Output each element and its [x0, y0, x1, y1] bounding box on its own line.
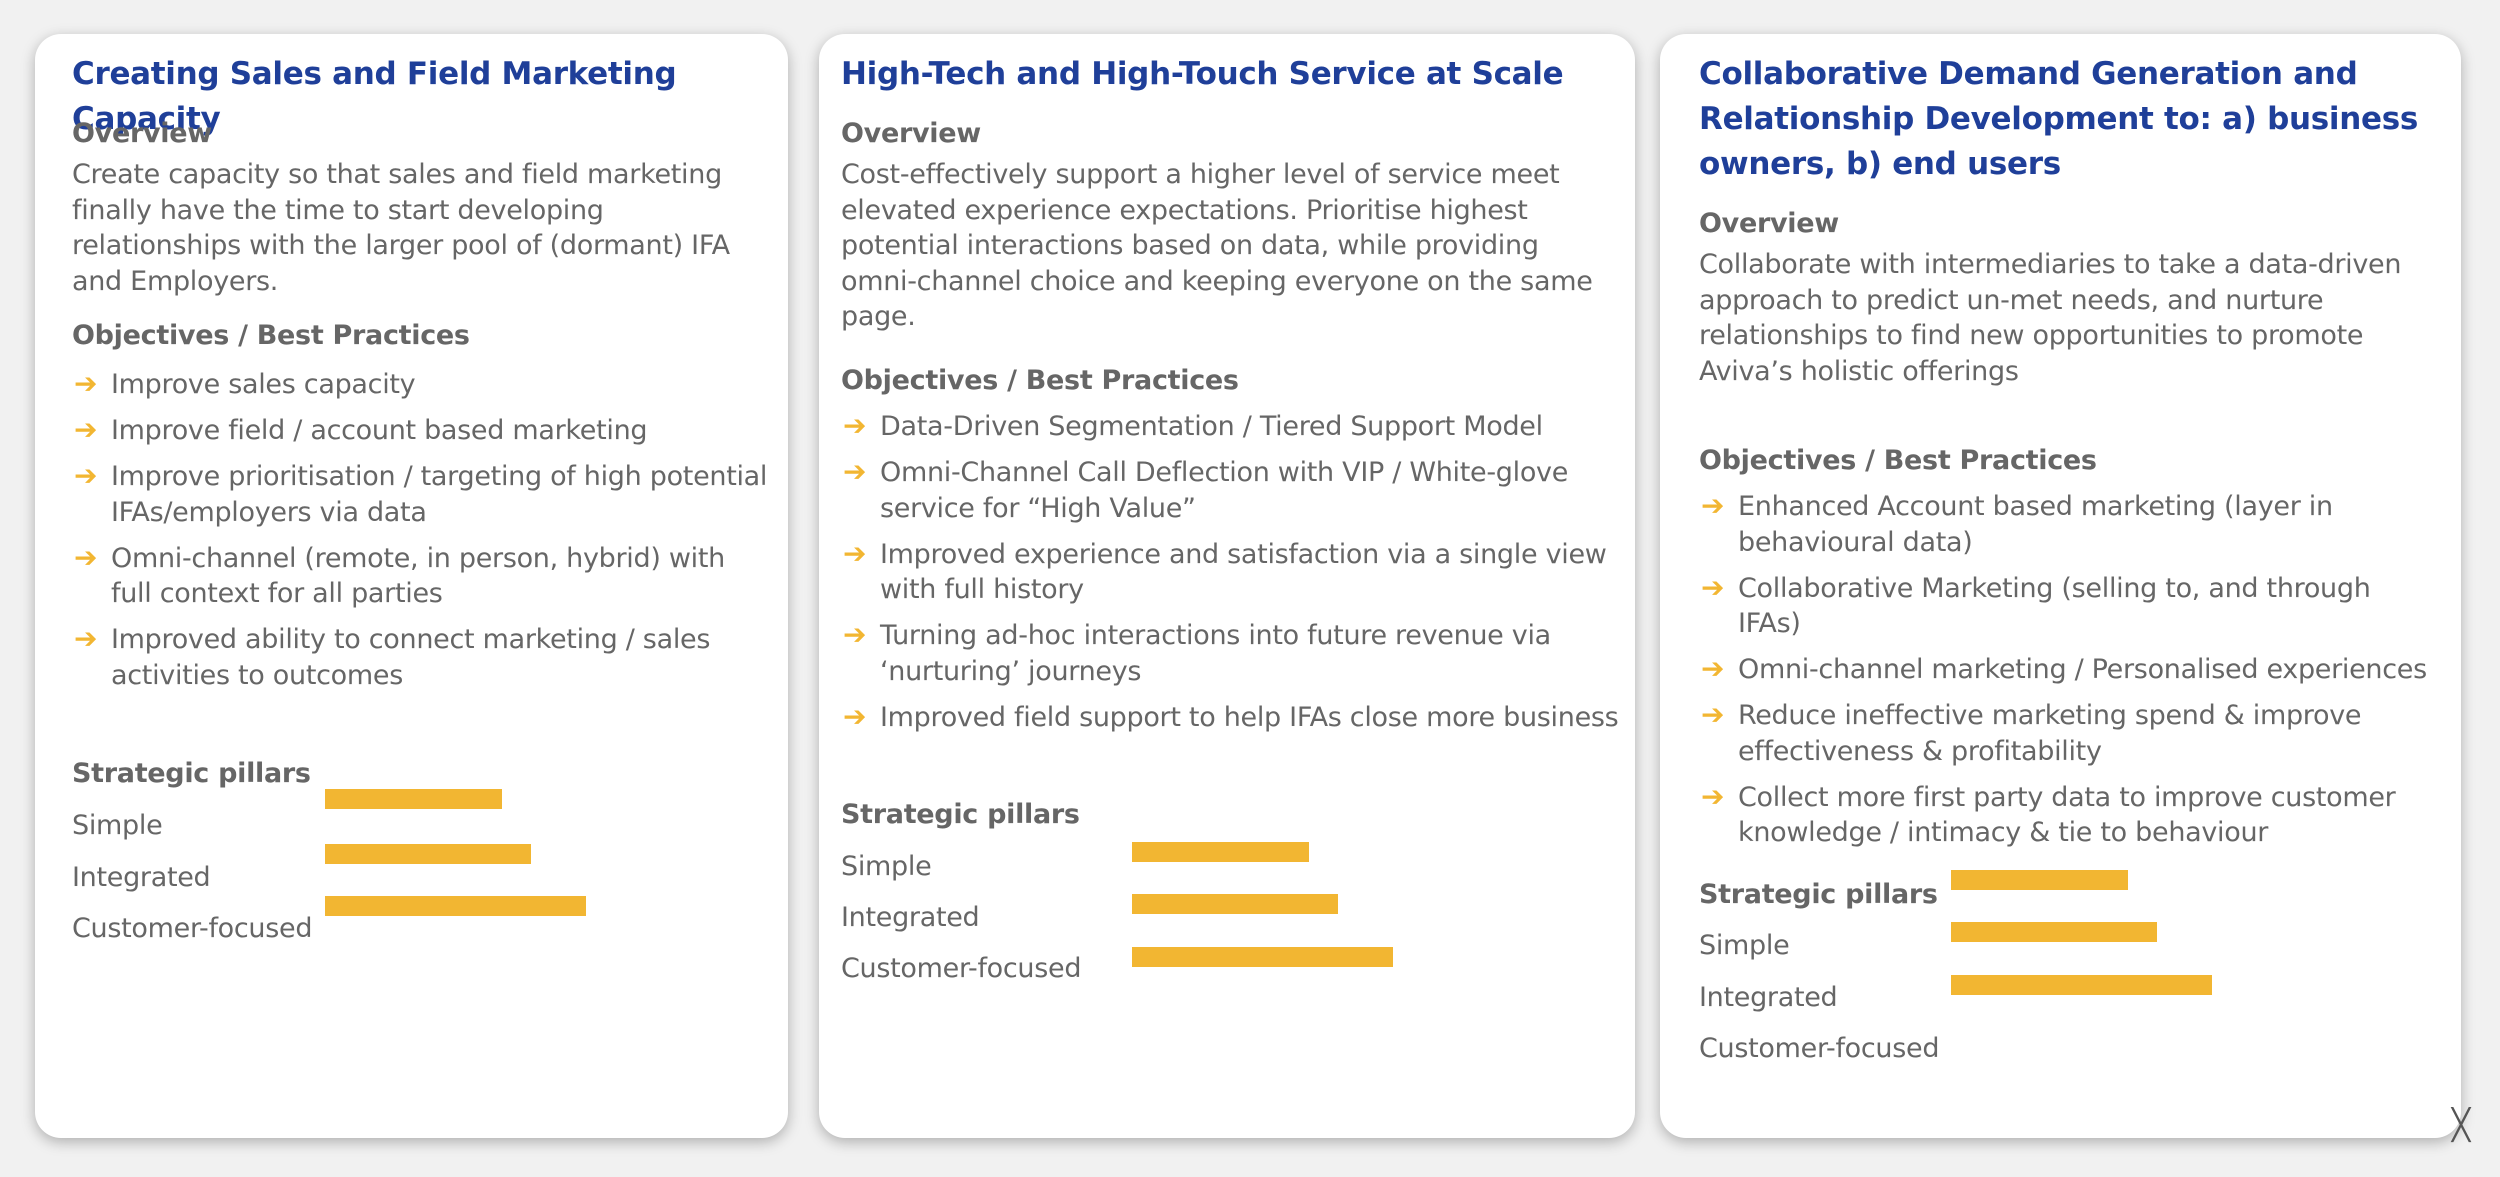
objective-item: ➔ Improved ability to connect marketing /…	[72, 622, 772, 693]
objective-text: Collaborative Marketing (selling to, and…	[1738, 572, 2371, 640]
pillar-bar-integrated	[1951, 922, 2157, 942]
objective-text: Omni-channel marketing / Personalised ex…	[1738, 654, 2427, 685]
overview-heading: Overview	[841, 118, 981, 149]
objectives-list: ➔ Data-Driven Segmentation / Tiered Suppo…	[841, 409, 1621, 746]
objective-item: ➔ Omni-channel marketing / Personalised e…	[1699, 652, 2439, 688]
pillars-heading: Strategic pillars	[841, 799, 1080, 830]
objective-text: Reduce ineffective marketing spend & imp…	[1738, 700, 2362, 767]
arrow-right-icon: ➔	[843, 536, 867, 570]
strategy-card-service-at-scale: High-Tech and High-Touch Service at Scal…	[819, 34, 1635, 1138]
arrow-right-icon: ➔	[1701, 652, 1725, 685]
objective-item: ➔ Improve field / account based marketing	[72, 413, 772, 449]
objectives-heading: Objectives / Best Practices	[841, 365, 1239, 396]
card-title: High-Tech and High-Touch Service at Scal…	[841, 56, 1564, 92]
objective-text: Improved experience and satisfaction via…	[880, 538, 1607, 606]
objectives-heading: Objectives / Best Practices	[72, 320, 470, 351]
arrow-right-icon: ➔	[1701, 570, 1725, 604]
pillar-bar-customer-focused	[1132, 947, 1393, 967]
objective-item: ➔ Omni-channel (remote, in person, hybrid…	[72, 541, 772, 612]
objective-item: ➔ Improve sales capacity	[72, 367, 772, 403]
objective-text: Data-Driven Segmentation / Tiered Suppor…	[880, 411, 1543, 442]
pillar-bar-integrated	[325, 844, 531, 864]
overview-text: Cost-effectively support a higher level …	[841, 159, 1593, 332]
objective-text: Enhanced Account based marketing (layer …	[1738, 491, 2333, 558]
arrow-right-icon: ➔	[74, 622, 98, 655]
objective-item: ➔ Turning ad-hoc interactions into future…	[841, 618, 1621, 689]
pillars-heading: Strategic pillars	[1699, 879, 1938, 910]
pillar-label-simple: Simple	[841, 851, 932, 882]
arrow-right-icon: ➔	[843, 409, 867, 442]
pillar-bar-customer-focused	[1951, 975, 2212, 995]
objective-text: Turning ad-hoc interactions into future …	[880, 620, 1551, 687]
arrow-right-icon: ➔	[843, 618, 867, 651]
close-icon[interactable]: ╳	[2451, 1108, 2470, 1143]
objective-text: Improved ability to connect marketing / …	[111, 624, 711, 691]
objective-text: Improve sales capacity	[111, 369, 416, 400]
overview-text: Create capacity so that sales and field …	[72, 159, 730, 297]
strategy-card-demand-generation: Collaborative Demand Generation and Rela…	[1660, 34, 2461, 1138]
arrow-right-icon: ➔	[1701, 779, 1725, 813]
pillar-label-simple: Simple	[1699, 930, 1790, 961]
pillar-bar-customer-focused	[325, 896, 586, 916]
arrow-right-icon: ➔	[1701, 698, 1725, 731]
objective-item: ➔ Enhanced Account based marketing (layer…	[1699, 489, 2439, 560]
objective-text: Improved field support to help IFAs clos…	[880, 701, 1619, 733]
overview-text: Collaborate with intermediaries to take …	[1699, 249, 2402, 387]
objective-text: Collect more first party data to improve…	[1738, 781, 2396, 849]
objectives-list: ➔ Enhanced Account based marketing (layer…	[1699, 489, 2439, 861]
pillar-label-customer-focused: Customer-focused	[841, 953, 1082, 984]
objectives-heading: Objectives / Best Practices	[1699, 445, 2097, 476]
arrow-right-icon: ➔	[843, 699, 867, 733]
objective-text: Omni-Channel Call Deflection with VIP / …	[880, 457, 1569, 524]
objective-item: ➔ Collaborative Marketing (selling to, an…	[1699, 571, 2439, 642]
pillar-label-simple: Simple	[72, 810, 163, 841]
pillar-label-integrated: Integrated	[1699, 982, 1838, 1013]
overview-heading: Overview	[72, 118, 212, 149]
overview-heading: Overview	[1699, 208, 1839, 239]
arrow-right-icon: ➔	[74, 459, 98, 492]
objective-item: ➔ Improved experience and satisfaction vi…	[841, 537, 1621, 608]
objective-item: ➔ Improved field support to help IFAs clo…	[841, 700, 1621, 736]
pillar-bar-simple	[1132, 842, 1309, 862]
objective-text: Improve prioritisation / targeting of hi…	[111, 461, 768, 528]
objective-item: ➔ Reduce ineffective marketing spend & im…	[1699, 698, 2439, 769]
objective-item: ➔ Omni-Channel Call Deflection with VIP /…	[841, 455, 1621, 526]
pillars-heading: Strategic pillars	[72, 758, 311, 789]
objective-text: Omni-channel (remote, in person, hybrid)…	[111, 542, 725, 610]
card-title: Creating Sales and Field Marketing Capac…	[72, 56, 677, 137]
strategy-card-sales-capacity: Creating Sales and Field Marketing Capac…	[35, 34, 788, 1138]
objective-item: ➔ Improve prioritisation / targeting of h…	[72, 459, 772, 530]
pillar-label-integrated: Integrated	[841, 902, 980, 933]
pillar-bar-simple	[1951, 870, 2128, 890]
arrow-right-icon: ➔	[1701, 489, 1725, 522]
objective-text: Improve field / account based marketing	[111, 415, 648, 446]
pillar-label-integrated: Integrated	[72, 862, 211, 893]
objective-item: ➔ Collect more first party data to improv…	[1699, 780, 2439, 851]
objective-item: ➔ Data-Driven Segmentation / Tiered Suppo…	[841, 409, 1621, 445]
arrow-right-icon: ➔	[74, 413, 98, 446]
arrow-right-icon: ➔	[74, 540, 98, 574]
arrow-right-icon: ➔	[74, 367, 98, 400]
pillar-label-customer-focused: Customer-focused	[72, 913, 313, 944]
pillar-bar-simple	[325, 789, 502, 809]
objectives-list: ➔ Improve sales capacity ➔ Improve field /…	[72, 367, 772, 704]
pillar-bar-integrated	[1132, 894, 1338, 914]
card-title: Collaborative Demand Generation and Rela…	[1699, 56, 2419, 182]
pillar-label-customer-focused: Customer-focused	[1699, 1033, 1940, 1064]
arrow-right-icon: ➔	[843, 455, 867, 488]
